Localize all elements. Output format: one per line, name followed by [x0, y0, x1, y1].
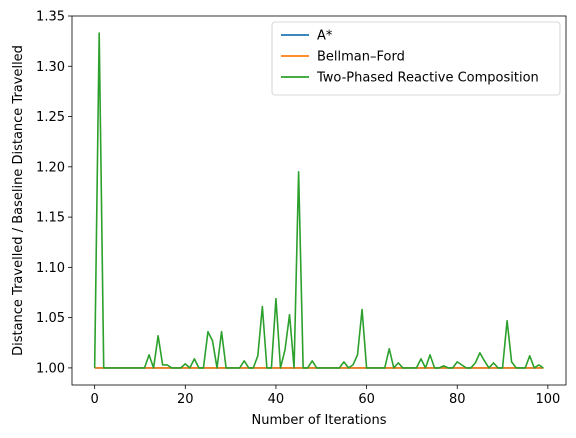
x-tick-label: 100: [535, 392, 560, 407]
y-tick-label: 1.00: [36, 361, 65, 376]
x-axis-ticks: 0 20 40 60 80 100: [91, 385, 560, 407]
y-tick-label: 1.20: [36, 160, 65, 175]
x-tick-label: 60: [358, 392, 375, 407]
x-tick-label: 40: [268, 392, 285, 407]
y-tick-label: 1.35: [36, 10, 65, 25]
legend-box: [271, 21, 561, 96]
y-tick-label: 1.10: [36, 261, 65, 276]
x-tick-label: 0: [91, 392, 99, 407]
legend-label-0: A*: [317, 29, 333, 44]
legend: A* Bellman–Ford Two-Phased Reactive Compos…: [271, 21, 561, 96]
series-line-2: [93, 32, 544, 369]
plot-frame: [71, 15, 567, 386]
y-axis-label: Distance Travelled / Baseline Distance T…: [11, 45, 26, 356]
y-axis-ticks: 1.00 1.05 1.10 1.15 1.20 1.25 1.30 1.35: [36, 10, 72, 376]
y-tick-label: 1.15: [36, 211, 65, 226]
x-tick-label: 20: [177, 392, 194, 407]
series-lines: [93, 32, 544, 369]
y-tick-label: 1.30: [36, 60, 65, 75]
x-axis-label: Number of Iterations: [252, 413, 387, 428]
y-tick-label: 1.25: [36, 110, 65, 125]
legend-label-1: Bellman–Ford: [317, 50, 405, 65]
legend-label-2: Two-Phased Reactive Composition: [316, 71, 539, 86]
y-tick-label: 1.05: [36, 311, 65, 326]
x-tick-label: 80: [449, 392, 466, 407]
